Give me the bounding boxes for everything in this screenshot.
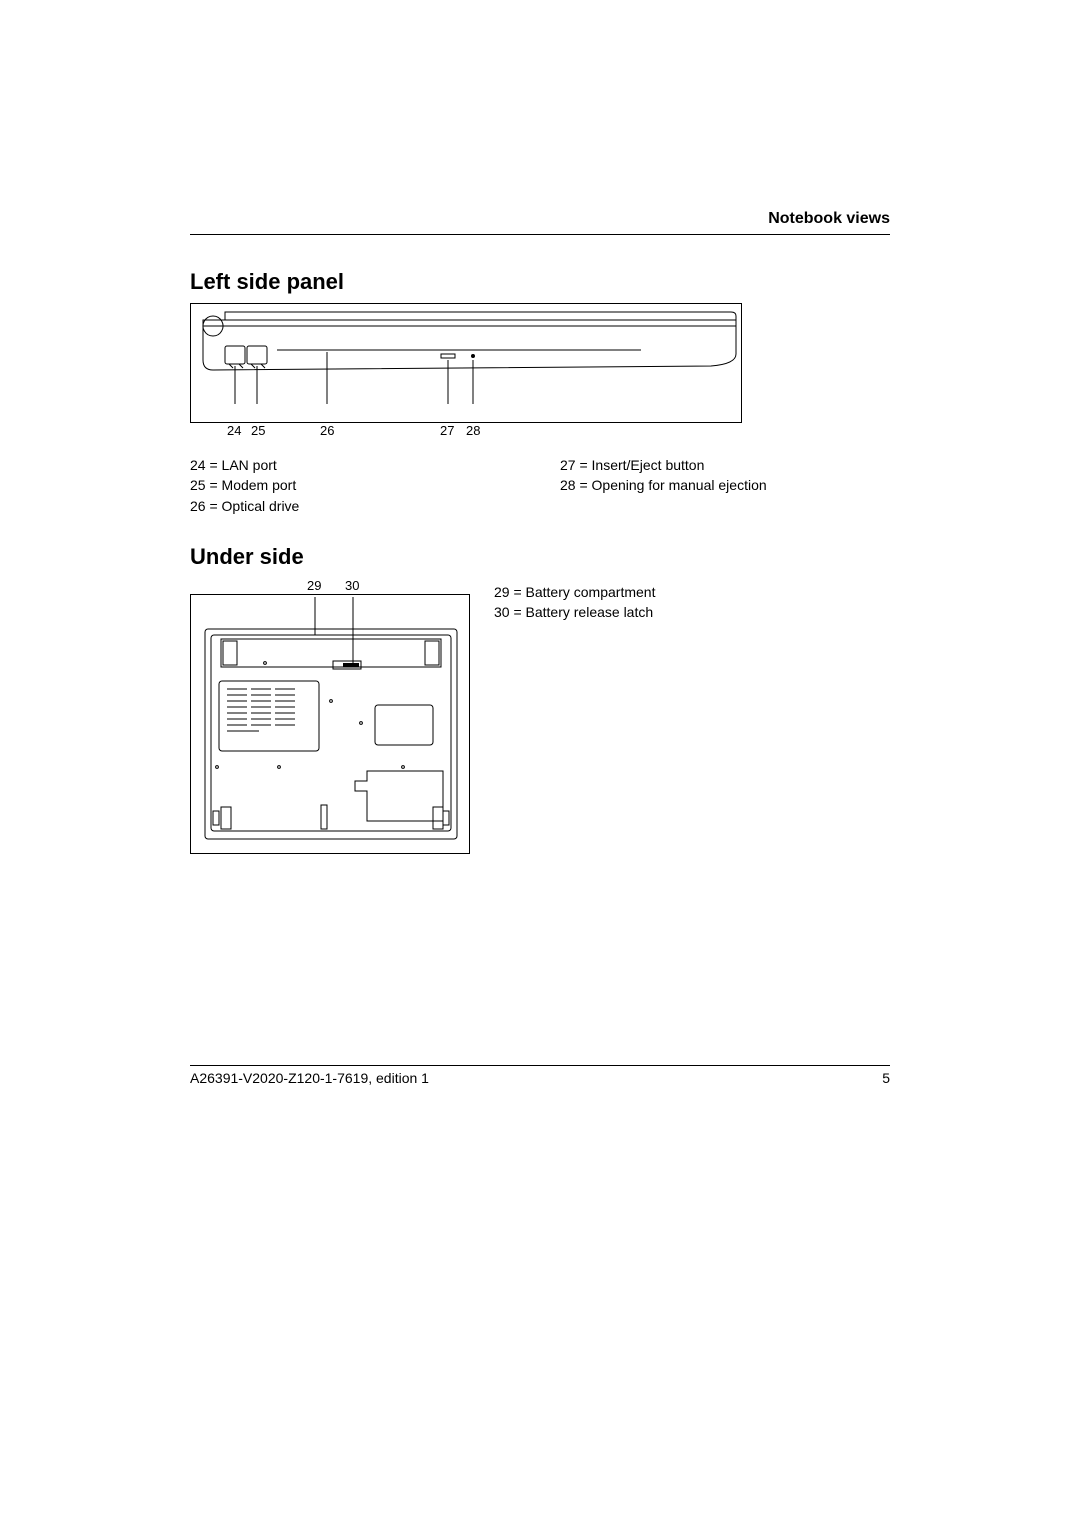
header-section-title: Notebook views <box>768 210 890 227</box>
legend-27: 27 = Insert/Eject button <box>560 455 890 475</box>
footer-doc-id: A26391-V2020-Z120-1-7619, edition 1 <box>190 1070 429 1086</box>
callout-29: 29 <box>307 578 321 593</box>
legend-24: 24 = LAN port <box>190 455 520 475</box>
callout-24: 24 <box>227 423 241 438</box>
heading-left-side: Left side panel <box>190 269 890 295</box>
left-side-diagram <box>190 303 742 423</box>
callout-27: 27 <box>440 423 454 438</box>
legend-28: 28 = Opening for manual ejection <box>560 475 890 495</box>
under-side-legend: 29 = Battery compartment 30 = Battery re… <box>494 578 655 623</box>
callout-28: 28 <box>466 423 480 438</box>
legend-30: 30 = Battery release latch <box>494 602 655 622</box>
callout-30: 30 <box>345 578 359 593</box>
running-header: Notebook views <box>190 210 890 235</box>
page-footer: A26391-V2020-Z120-1-7619, edition 1 5 <box>190 1065 890 1086</box>
legend-25: 25 = Modem port <box>190 475 520 495</box>
left-side-legend: 24 = LAN port 25 = Modem port 26 = Optic… <box>190 455 890 516</box>
footer-page-number: 5 <box>882 1070 890 1086</box>
legend-26: 26 = Optical drive <box>190 496 520 516</box>
callout-25: 25 <box>251 423 265 438</box>
under-side-block: 29 30 <box>190 578 470 854</box>
legend-29: 29 = Battery compartment <box>494 582 655 602</box>
under-side-callouts: 29 30 <box>190 578 470 594</box>
left-side-callouts: 24 25 26 27 28 <box>190 423 742 441</box>
heading-under-side: Under side <box>190 544 890 570</box>
callout-26: 26 <box>320 423 334 438</box>
under-side-diagram <box>190 594 470 854</box>
